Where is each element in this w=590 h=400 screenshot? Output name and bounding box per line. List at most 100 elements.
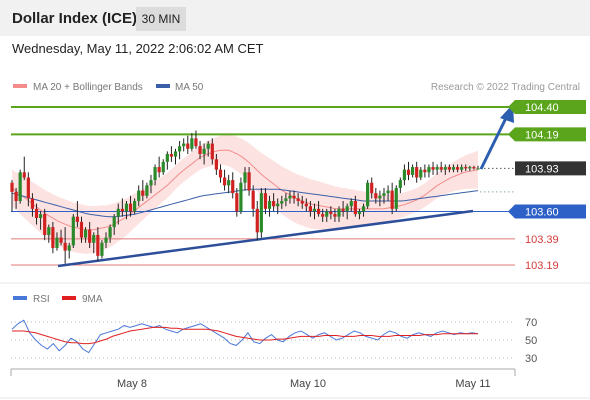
- candle-body: [18, 172, 22, 202]
- candle-body: [133, 201, 137, 212]
- candle-body: [366, 182, 370, 207]
- timeframe-button[interactable]: 30 MIN: [136, 7, 186, 31]
- level-labels: 104.40 104.19 103.93 103.60 103.39 103.19: [508, 100, 586, 272]
- candle-body: [14, 191, 18, 202]
- candle-body: [304, 203, 308, 207]
- candle-body: [321, 214, 325, 217]
- candle-body: [190, 138, 194, 149]
- candle-body: [398, 180, 402, 188]
- candle-body: [231, 180, 235, 194]
- candle-body: [243, 172, 247, 183]
- bollinger-bands: [12, 134, 478, 254]
- candle-body: [30, 198, 35, 209]
- candle-body: [10, 182, 14, 192]
- candle-body: [386, 190, 390, 194]
- candle-body: [47, 227, 51, 235]
- candle-body: [214, 159, 218, 170]
- level-104-19-label: 104.19: [525, 129, 559, 141]
- candle-body: [382, 193, 386, 196]
- candle-body: [435, 167, 439, 170]
- candle-body: [26, 177, 30, 199]
- candle-body: [308, 206, 313, 212]
- candle-body: [468, 167, 472, 169]
- candle-body: [153, 167, 157, 181]
- candle-body: [222, 177, 227, 186]
- candle-body: [447, 167, 451, 170]
- ma50-legend-swatch: [156, 84, 170, 88]
- candle-body: [259, 193, 263, 233]
- rsi-level-label: 70: [525, 317, 537, 329]
- x-tick-label: May 8: [117, 378, 147, 390]
- candle-body: [202, 148, 206, 155]
- candle-body: [390, 190, 394, 209]
- rsi-level-label: 30: [525, 353, 537, 365]
- rsi-panel: RSI 9MA 70 50 30: [0, 282, 590, 365]
- candle-body: [145, 185, 149, 196]
- candle-body: [112, 216, 116, 228]
- rsi-legend-label: RSI: [33, 294, 50, 305]
- rsi-line: [11, 319, 479, 354]
- candle-body: [79, 221, 84, 238]
- ma9-legend-label: 9MA: [82, 294, 103, 305]
- level-103-39-label: 103.39: [525, 234, 559, 246]
- candle-body: [51, 227, 55, 249]
- candle-body: [341, 208, 345, 212]
- price-legend: MA 20 + Bollinger Bands MA 50: [13, 82, 204, 93]
- candle-body: [325, 211, 329, 217]
- candle-body: [443, 167, 447, 170]
- candle-body: [455, 167, 460, 170]
- candle-body: [272, 201, 276, 207]
- candle-body: [296, 198, 300, 202]
- rsi-level-label: 50: [525, 335, 537, 347]
- candle-body: [43, 214, 47, 235]
- candle-body: [247, 172, 251, 191]
- target-arrow-shaft: [479, 117, 508, 170]
- candle-body: [415, 167, 419, 178]
- rsi-legend-swatch: [13, 296, 27, 300]
- candle-body: [165, 154, 169, 162]
- chart-credit: Research © 2022 Trading Central: [431, 82, 580, 93]
- candle-body: [255, 208, 259, 233]
- candle-body: [464, 167, 468, 169]
- report-datetime: Wednesday, May 11, 2022 2:06:02 AM CET: [12, 41, 264, 56]
- candle-body: [451, 167, 456, 170]
- candle-body: [353, 201, 357, 215]
- level-103-93-label-bg: [515, 161, 586, 176]
- support-trendline: [57, 209, 474, 268]
- candle-body: [186, 143, 190, 149]
- candle-body: [439, 167, 443, 170]
- candle-body: [206, 143, 210, 149]
- candle-body: [194, 138, 198, 147]
- candle-body: [284, 198, 288, 202]
- candle-body: [55, 237, 59, 249]
- candle-body: [71, 216, 75, 246]
- candle-body: [63, 242, 67, 251]
- candle-body: [476, 168, 480, 170]
- candle-body: [67, 245, 71, 251]
- candle-body: [349, 201, 353, 207]
- level-104-19-label-bg: [508, 127, 586, 142]
- candle-body: [100, 242, 104, 256]
- candle-body: [104, 237, 108, 243]
- candle-body: [423, 169, 427, 173]
- candle-body: [173, 151, 178, 157]
- level-103-60-label: 103.60: [525, 206, 559, 218]
- bollinger-band-area: [12, 134, 478, 254]
- candle-body: [75, 216, 80, 222]
- candle-body: [96, 234, 100, 256]
- candle-body: [116, 208, 120, 217]
- candle-body: [361, 206, 366, 212]
- candle-body: [276, 203, 280, 207]
- candle-body: [402, 169, 407, 181]
- candle-body: [210, 143, 214, 160]
- candle-body: [141, 190, 145, 196]
- candle-body: [108, 227, 112, 238]
- rsi-ma9-line: [12, 326, 478, 345]
- candle-body: [370, 182, 374, 194]
- candle-body: [333, 214, 337, 217]
- candle-body: [88, 229, 92, 243]
- candle-body: [329, 211, 333, 215]
- candle-body: [137, 190, 141, 202]
- candle-body: [177, 146, 182, 152]
